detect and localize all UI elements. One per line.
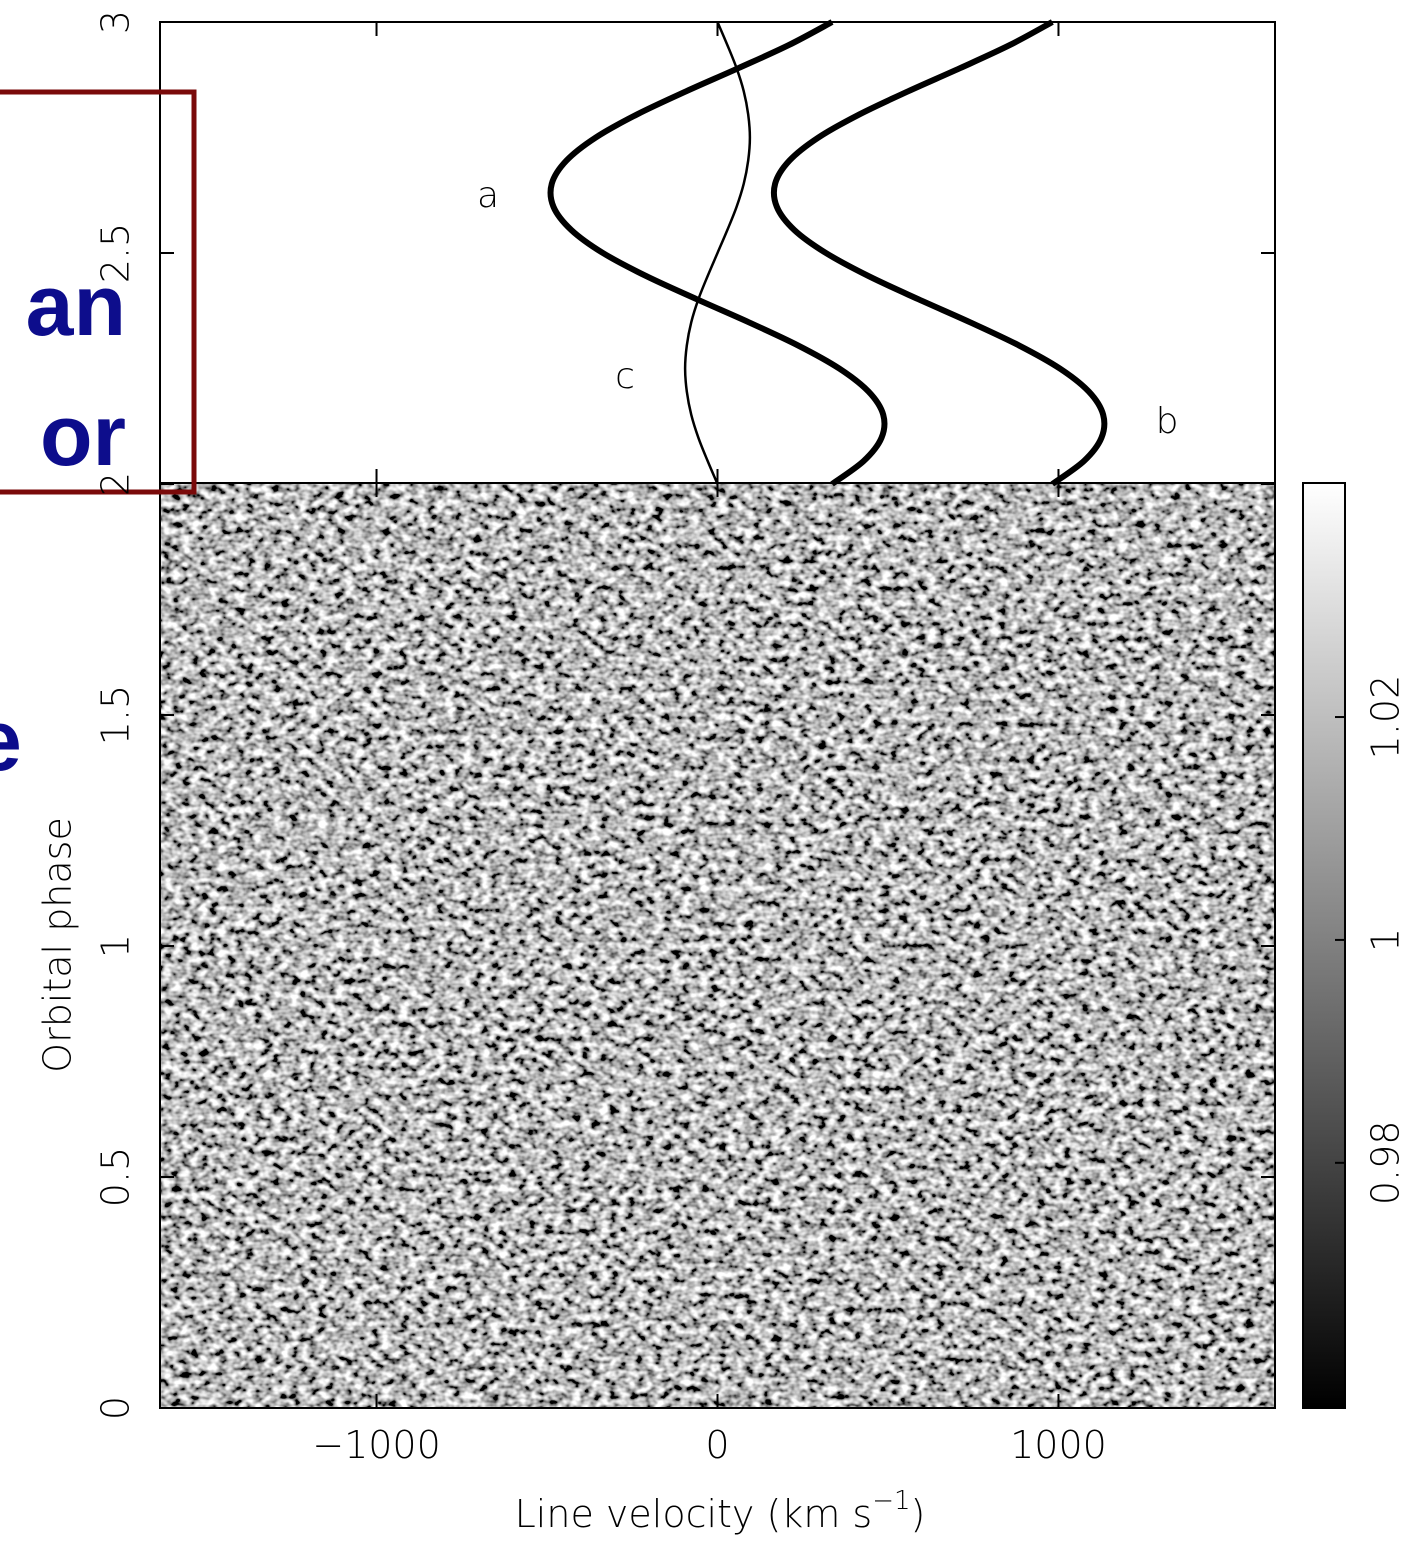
curve	[683, 21, 752, 485]
curve-label: a	[477, 175, 499, 216]
x-tick-label: −1000	[312, 1423, 441, 1467]
x-tick-label: 1000	[1010, 1423, 1107, 1467]
curve-label: c	[615, 356, 635, 397]
slide-text: or	[40, 388, 126, 484]
x-axis-label-exponent: −1	[872, 1486, 910, 1516]
x-axis-label-text: Line velocity (km s	[515, 1492, 873, 1536]
colorbar	[1302, 482, 1346, 1409]
colorbar-tick-label: 0.98	[1364, 1121, 1408, 1206]
curve	[547, 19, 888, 487]
x-axis-label: Line velocity (km s−1)	[515, 1486, 926, 1536]
x-axis-label-close: )	[911, 1492, 926, 1536]
y-tick-label: 3	[94, 10, 138, 34]
y-tick-label: 1.5	[94, 685, 138, 745]
slide-text: e	[0, 693, 22, 789]
slide-text: an	[26, 258, 126, 354]
y-tick-label: 2.5	[94, 223, 138, 283]
y-tick-label: 2	[94, 472, 138, 496]
curve	[770, 19, 1108, 487]
colorbar-tick-label: 1.02	[1364, 675, 1408, 760]
trailed-spectrum	[160, 483, 1275, 1408]
colorbar-tick-label: 1	[1364, 928, 1408, 952]
x-tick-label: 0	[705, 1423, 729, 1467]
slide-box	[0, 89, 197, 495]
y-tick-label: 1	[94, 934, 138, 958]
y-tick-label: 0	[94, 1396, 138, 1420]
y-tick-label: 0.5	[94, 1147, 138, 1207]
curve-label: b	[1156, 401, 1179, 442]
y-axis-label: Orbital phase	[36, 817, 80, 1073]
